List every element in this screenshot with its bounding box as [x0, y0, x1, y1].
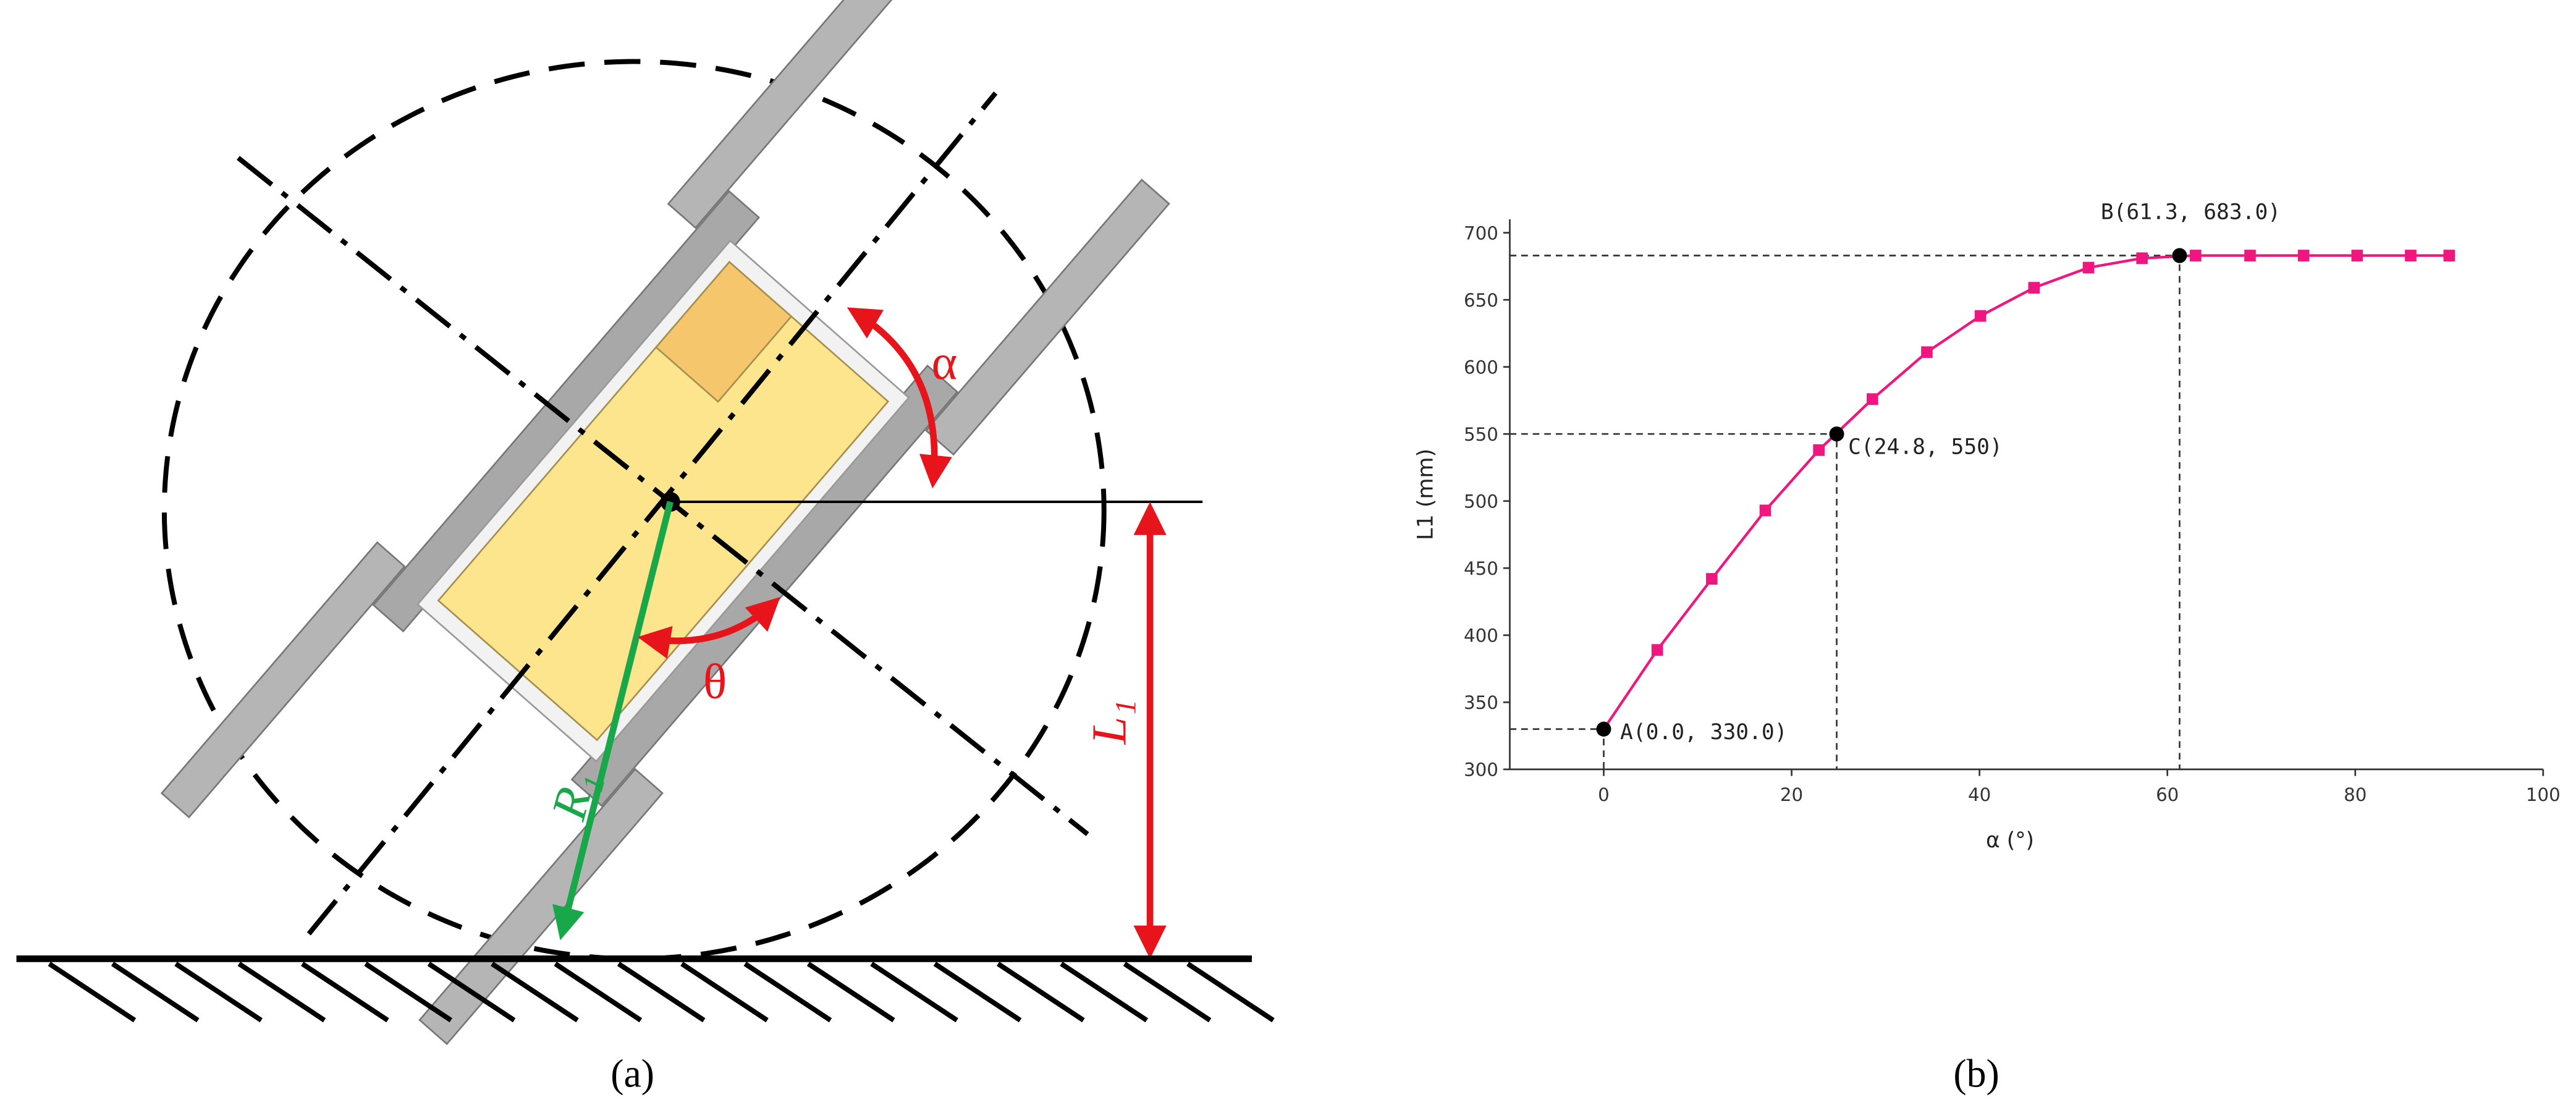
track — [418, 768, 664, 1046]
marker — [2082, 261, 2095, 274]
guide-line — [1510, 255, 2181, 769]
height-label: L₁ — [1083, 700, 1137, 745]
marker — [1813, 444, 1825, 456]
annotation-point — [1829, 426, 1844, 442]
y-axis-label: L1 (mm) — [1414, 449, 1438, 540]
panel — [654, 260, 793, 403]
y-tick-label: 700 — [1464, 222, 1498, 243]
y-tick-label: 300 — [1464, 759, 1498, 780]
y-tick-label: 400 — [1464, 625, 1498, 646]
marker — [2297, 250, 2310, 261]
axis-line — [306, 91, 998, 936]
marker — [1866, 393, 1878, 405]
radius-arrow — [552, 501, 674, 941]
track — [925, 178, 1170, 456]
theta-label: θ — [703, 654, 727, 709]
track — [160, 541, 406, 819]
theta-arc — [637, 596, 780, 659]
x-tick-label: 100 — [2526, 784, 2561, 805]
marker — [2189, 250, 2202, 261]
chart: (b) 300 350 400 450 500 550 600 650 700 0 20 40 60 80… — [1414, 200, 2561, 1095]
marker — [2443, 250, 2456, 261]
series-line — [1602, 254, 2449, 730]
reach-circle — [161, 59, 1107, 962]
diagram: α θ R₁ L₁ (a) — [16, 0, 1275, 1096]
caption: (b) — [1953, 1051, 1999, 1095]
marker — [1651, 644, 1663, 656]
marker — [2028, 282, 2040, 294]
x-tick-label: 20 — [1780, 784, 1803, 805]
marker — [2136, 252, 2148, 265]
marker — [2244, 250, 2256, 261]
annotation-label: C(24.8, 550) — [1848, 434, 2003, 459]
x-tick-label: 40 — [1968, 784, 1991, 805]
y-tick-label: 650 — [1464, 290, 1498, 311]
y-tick-label: 600 — [1464, 357, 1498, 378]
y-tick-label: 450 — [1464, 558, 1498, 579]
annotation-label: B(61.3, 683.0) — [2101, 200, 2281, 224]
y-tick-label: 550 — [1464, 424, 1498, 445]
marker — [1759, 504, 1772, 517]
marker — [1706, 573, 1718, 585]
annotation-label: A(0.0, 330.0) — [1620, 720, 1787, 745]
x-tick-label: 80 — [2344, 784, 2367, 805]
x-tick-label: 60 — [2156, 784, 2179, 805]
marker — [2405, 250, 2417, 261]
annotation-point — [1596, 721, 1611, 737]
marker — [1974, 310, 1987, 322]
alpha-arc — [847, 307, 952, 489]
x-axis-label: α (°) — [1986, 828, 2034, 853]
marker — [2351, 250, 2363, 261]
y-tick-label: 500 — [1464, 491, 1498, 512]
guide-line — [1510, 728, 1605, 769]
y-tick-label: 350 — [1464, 692, 1498, 713]
caption: (a) — [610, 1051, 654, 1095]
track — [667, 0, 913, 229]
ground-hatch — [48, 962, 1275, 1023]
marker — [1921, 346, 1933, 358]
x-tick-label: 0 — [1598, 784, 1610, 805]
alpha-label: α — [932, 336, 958, 390]
annotation-point — [2172, 248, 2187, 263]
